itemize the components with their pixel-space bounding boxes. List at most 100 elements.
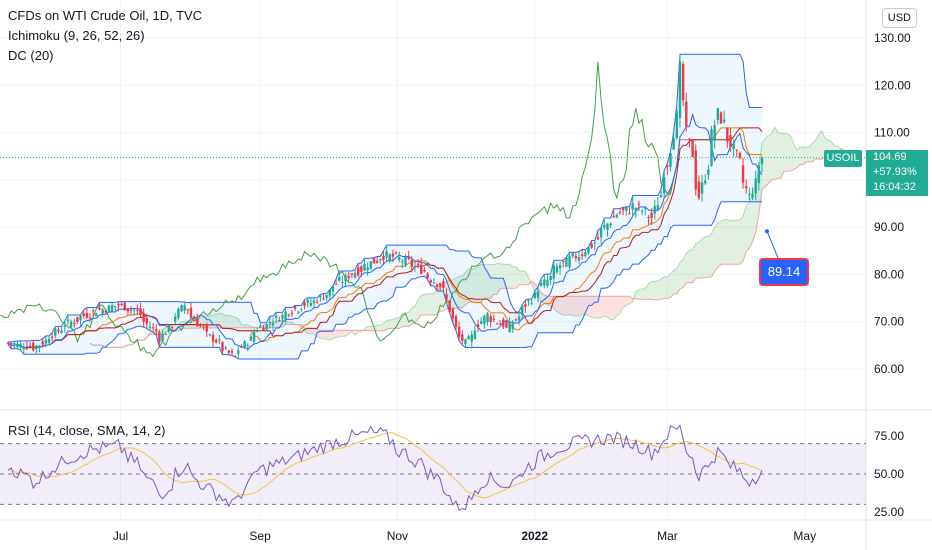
candle-body bbox=[189, 307, 193, 318]
cloud-segment bbox=[752, 184, 756, 243]
candle-body bbox=[284, 311, 287, 320]
cloud-segment bbox=[563, 296, 567, 316]
currency-button[interactable]: USD bbox=[881, 8, 917, 28]
candle bbox=[341, 275, 344, 288]
candle-body bbox=[379, 259, 382, 261]
cloud-segment bbox=[664, 276, 668, 299]
candle bbox=[558, 261, 562, 275]
candle-body bbox=[334, 283, 338, 285]
cloud-segment bbox=[228, 315, 232, 328]
candle bbox=[164, 332, 167, 336]
cloud-segment bbox=[326, 330, 330, 341]
candle bbox=[609, 222, 612, 229]
candle bbox=[88, 313, 92, 322]
candle bbox=[704, 174, 707, 186]
cloud-segment bbox=[708, 233, 712, 278]
candle-body bbox=[372, 257, 376, 264]
candle-body bbox=[492, 318, 496, 320]
candle-body bbox=[69, 321, 73, 327]
candle-body bbox=[9, 342, 13, 344]
price-tick-label: 130.00 bbox=[874, 31, 911, 45]
cloud-segment bbox=[657, 279, 662, 300]
cloud-segment bbox=[575, 296, 580, 317]
candle bbox=[107, 304, 111, 312]
candle-body bbox=[511, 323, 514, 329]
candle bbox=[738, 151, 742, 160]
kijun-line bbox=[7, 127, 763, 349]
candle-body bbox=[483, 315, 486, 324]
candle-body bbox=[246, 345, 249, 347]
cloud-segment bbox=[336, 330, 340, 338]
candle-body bbox=[262, 327, 265, 331]
cloud-segment bbox=[610, 296, 614, 320]
time-tick-label: Jul bbox=[113, 529, 128, 543]
candle bbox=[498, 320, 502, 325]
candle bbox=[44, 335, 48, 348]
candle bbox=[271, 317, 275, 332]
cloud-segment bbox=[806, 147, 810, 162]
candle-body bbox=[432, 282, 436, 284]
candle-body bbox=[593, 242, 596, 244]
candle bbox=[66, 315, 70, 325]
candle-body bbox=[577, 256, 581, 261]
cloud-segment bbox=[803, 147, 807, 165]
cloud-segment bbox=[556, 296, 561, 314]
candle bbox=[334, 278, 338, 285]
candle bbox=[199, 323, 202, 328]
candle bbox=[192, 317, 196, 322]
candle-body bbox=[451, 308, 455, 319]
candle-body bbox=[754, 178, 757, 194]
candle-body bbox=[293, 306, 297, 309]
candle-body bbox=[322, 298, 325, 300]
cloud-segment bbox=[307, 328, 311, 334]
candle bbox=[640, 208, 644, 216]
candle bbox=[281, 313, 284, 325]
cloud-segment bbox=[459, 276, 463, 308]
candle-body bbox=[85, 313, 89, 318]
candle bbox=[442, 278, 445, 292]
candle-body bbox=[32, 342, 35, 351]
candle-body bbox=[653, 206, 656, 214]
candle-body bbox=[95, 313, 98, 317]
ichimoku-legend[interactable]: Ichimoku (9, 26, 52, 26) bbox=[8, 28, 145, 43]
cloud-segment bbox=[733, 220, 737, 265]
candle bbox=[713, 119, 716, 149]
cloud-segment bbox=[582, 296, 586, 315]
candle-body bbox=[631, 203, 634, 210]
candle bbox=[451, 307, 455, 323]
candle bbox=[470, 330, 473, 347]
candle-body bbox=[647, 217, 650, 219]
candle bbox=[445, 288, 448, 303]
cloud-segment bbox=[799, 147, 804, 165]
candle-body bbox=[442, 280, 445, 288]
cloud-segment bbox=[515, 266, 520, 289]
cloud-segment bbox=[490, 264, 494, 299]
donchian-legend[interactable]: DC (20) bbox=[8, 48, 54, 63]
cloud-segment bbox=[736, 220, 740, 265]
cloud-segment bbox=[812, 140, 816, 162]
candle-body bbox=[480, 321, 483, 324]
rsi-legend[interactable]: RSI (14, close, SMA, 14, 2) bbox=[8, 423, 166, 438]
candle-body bbox=[366, 267, 369, 271]
candle-body bbox=[101, 309, 104, 314]
candle bbox=[726, 127, 729, 148]
cloud-segment bbox=[790, 135, 794, 171]
candle bbox=[729, 127, 732, 153]
candle-body bbox=[60, 331, 63, 333]
candle-body bbox=[57, 329, 60, 332]
candle bbox=[237, 346, 240, 360]
candle-body bbox=[584, 252, 587, 257]
candle bbox=[186, 308, 190, 315]
cloud-segment bbox=[623, 296, 627, 308]
candle bbox=[568, 252, 571, 270]
price-callout: 89.14 bbox=[759, 258, 809, 286]
candle-body bbox=[401, 261, 404, 263]
cloud-segment bbox=[676, 262, 680, 295]
leading-span-b bbox=[89, 148, 844, 349]
candle bbox=[366, 262, 369, 277]
candle bbox=[562, 260, 565, 268]
candle-body bbox=[319, 295, 322, 298]
candle-body bbox=[104, 310, 107, 313]
candle bbox=[565, 256, 568, 267]
